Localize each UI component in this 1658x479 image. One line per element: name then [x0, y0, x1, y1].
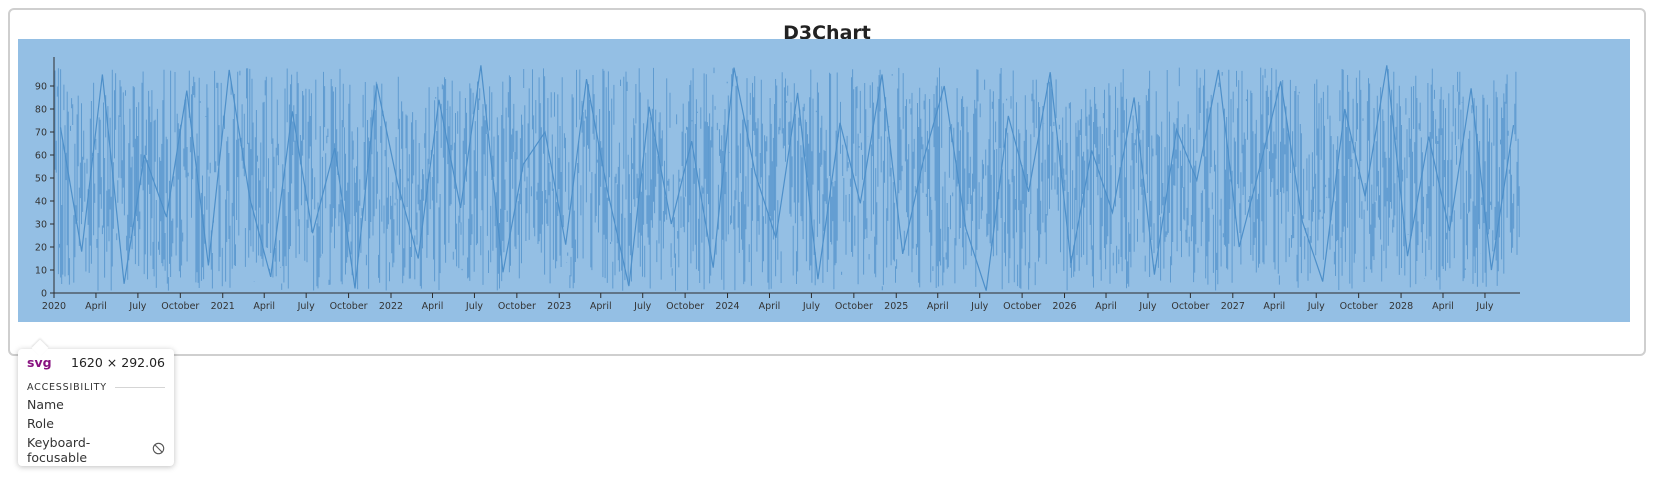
inspector-header: svg 1620 × 292.06 [27, 355, 165, 370]
x-tick-label-0: 2020 [42, 301, 66, 312]
x-tick-label-10: July [465, 301, 483, 312]
inspector-prop-keyboard: Keyboard-focusable [27, 435, 165, 465]
x-tick-label-32: 2028 [1389, 301, 1413, 312]
x-tick-label-8: 2022 [379, 301, 403, 312]
x-tick-label-34: July [1475, 301, 1493, 312]
series-line-0 [59, 65, 1515, 291]
x-tick-label-18: July [802, 301, 820, 312]
chart-svg: 0 10 20 30 40 50 60 70 80 90 2020 April July October… [18, 39, 1630, 322]
y-tick-label-80: 80 [35, 105, 47, 116]
x-tick-label-25: April [1095, 301, 1117, 312]
x-tick-label-33: April [1432, 301, 1454, 312]
inspector-section-label: ACCESSIBILITY [27, 382, 107, 393]
x-tick-label-20: 2025 [884, 301, 908, 312]
y-tick-label-40: 40 [35, 197, 47, 208]
x-tick-label-14: July [633, 301, 651, 312]
x-tick-label-21: April [927, 301, 949, 312]
x-tick-label-30: July [1307, 301, 1325, 312]
y-tick-label-90: 90 [35, 82, 47, 93]
x-tick-label-16: 2024 [715, 301, 739, 312]
y-tick-label-10: 10 [35, 266, 47, 277]
inspector-prop-name: Name [27, 397, 64, 412]
inspector-prop-role: Role [27, 416, 54, 431]
x-tick-label-29: April [1263, 301, 1285, 312]
x-tick-label-4: 2021 [211, 301, 235, 312]
x-tick-label-24: 2026 [1052, 301, 1076, 312]
y-tick-label-60: 60 [35, 151, 47, 162]
x-tick-label-5: April [253, 301, 275, 312]
inspector-tag: svg [27, 355, 52, 370]
inspector-tooltip: svg 1620 × 292.06 ACCESSIBILITY Name Rol… [18, 349, 174, 466]
x-tick-label-9: April [422, 301, 444, 312]
y-tick-label-50: 50 [35, 174, 47, 185]
x-tick-label-3: October [161, 301, 199, 312]
x-tick-label-12: 2023 [547, 301, 571, 312]
x-tick-label-17: April [759, 301, 781, 312]
x-tick-label-2: July [128, 301, 146, 312]
x-tick-label-11: October [498, 301, 536, 312]
x-tick-label-22: July [970, 301, 988, 312]
x-tick-label-6: July [297, 301, 315, 312]
chart-title: D3Chart [783, 22, 871, 44]
inspector-section-heading: ACCESSIBILITY [27, 382, 165, 393]
x-tick-label-27: October [1171, 301, 1209, 312]
y-tick-label-20: 20 [35, 243, 47, 254]
x-tick-label-19: October [835, 301, 873, 312]
y-tick-label-0: 0 [41, 289, 47, 300]
x-tick-label-1: April [85, 301, 107, 312]
section-divider [114, 387, 165, 388]
y-tick-label-30: 30 [35, 220, 47, 231]
y-tick-label-70: 70 [35, 128, 47, 139]
x-tick-label-13: April [590, 301, 612, 312]
not-allowed-icon [152, 442, 165, 458]
x-tick-label-7: October [330, 301, 368, 312]
x-axis: 2020 April July October 2021 April July October… [42, 292, 1520, 312]
y-axis: 0 10 20 30 40 50 60 70 80 90 [35, 57, 55, 300]
x-tick-label-28: 2027 [1221, 301, 1245, 312]
inspector-prop-keyboard-label: Keyboard-focusable [27, 435, 91, 465]
inspector-size: 1620 × 292.06 [71, 355, 165, 370]
x-tick-label-15: October [666, 301, 704, 312]
x-tick-label-26: July [1138, 301, 1156, 312]
x-tick-label-31: October [1340, 301, 1378, 312]
x-tick-label-23: October [1003, 301, 1041, 312]
